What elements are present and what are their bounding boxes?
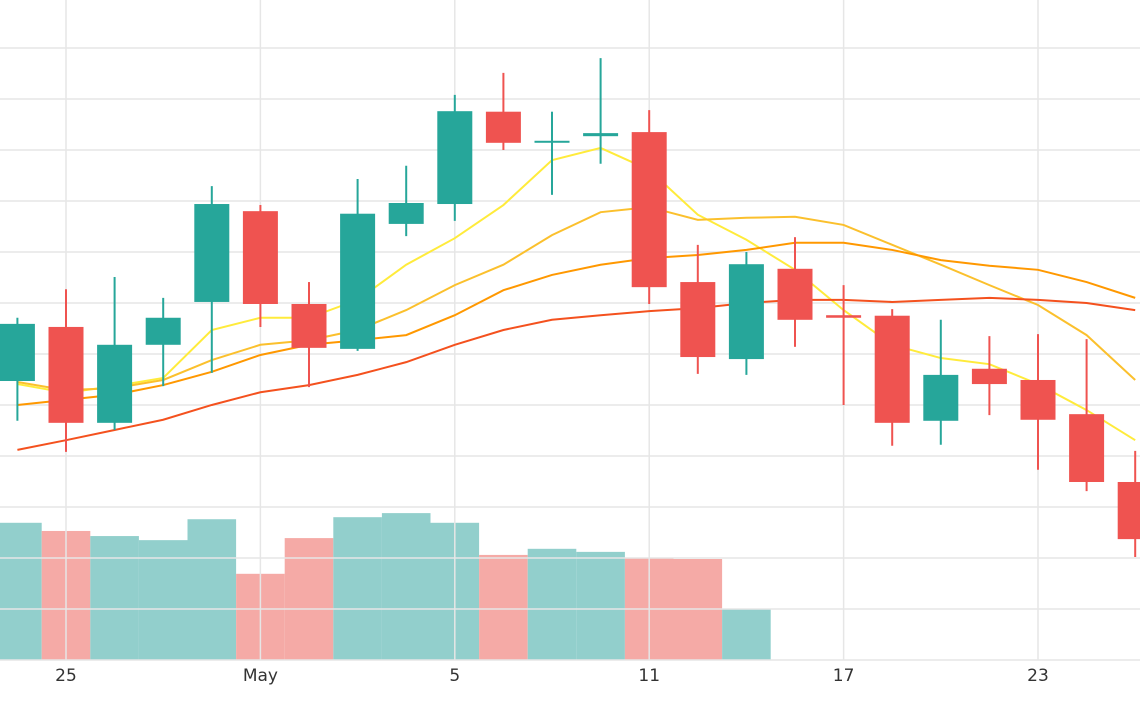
volume-bar <box>90 536 139 660</box>
volume-bar <box>333 517 382 660</box>
x-tick-label: 25 <box>55 666 77 686</box>
candle-body <box>874 315 910 423</box>
moving-average-line <box>17 241 1136 406</box>
volume-bar <box>284 538 334 660</box>
x-tick-label: 17 <box>833 666 855 686</box>
moving-average-line <box>17 296 1136 451</box>
moving-average-line <box>17 146 1136 442</box>
candle-body <box>0 323 35 382</box>
candle-body <box>923 374 959 421</box>
candle-body <box>1117 481 1140 540</box>
candle-body <box>242 211 278 304</box>
candle-body <box>777 268 813 320</box>
x-tick-label: 23 <box>1027 666 1049 686</box>
volume-bar <box>0 522 42 660</box>
candle-body <box>388 202 424 224</box>
volume-bar <box>381 513 431 660</box>
candle-body <box>971 368 1007 385</box>
candle-body <box>145 317 181 345</box>
volume-bar <box>479 554 528 660</box>
candle-body <box>1069 414 1105 482</box>
candle-body <box>1020 379 1056 420</box>
candle-body <box>728 264 764 360</box>
volume-bar <box>138 540 188 660</box>
volume-bar <box>187 519 237 660</box>
volume-bar <box>722 608 771 660</box>
candle-body <box>485 111 521 143</box>
candle-body <box>48 326 84 423</box>
candle-body <box>534 140 570 143</box>
candle-body <box>437 111 473 205</box>
candle-body <box>631 132 667 288</box>
candle-body <box>291 303 327 348</box>
volume-bar <box>576 551 625 660</box>
candle-body <box>826 315 862 318</box>
x-tick-label: 5 <box>449 666 460 686</box>
moving-average-line <box>17 206 1136 392</box>
volume-bar <box>527 548 577 660</box>
candle-body <box>680 282 716 358</box>
x-tick-label: 11 <box>638 666 660 686</box>
candle-body <box>583 133 619 137</box>
candle-body <box>97 344 133 423</box>
x-tick-label: May <box>243 666 278 686</box>
candle-body <box>194 204 230 302</box>
candle-body <box>340 213 376 349</box>
